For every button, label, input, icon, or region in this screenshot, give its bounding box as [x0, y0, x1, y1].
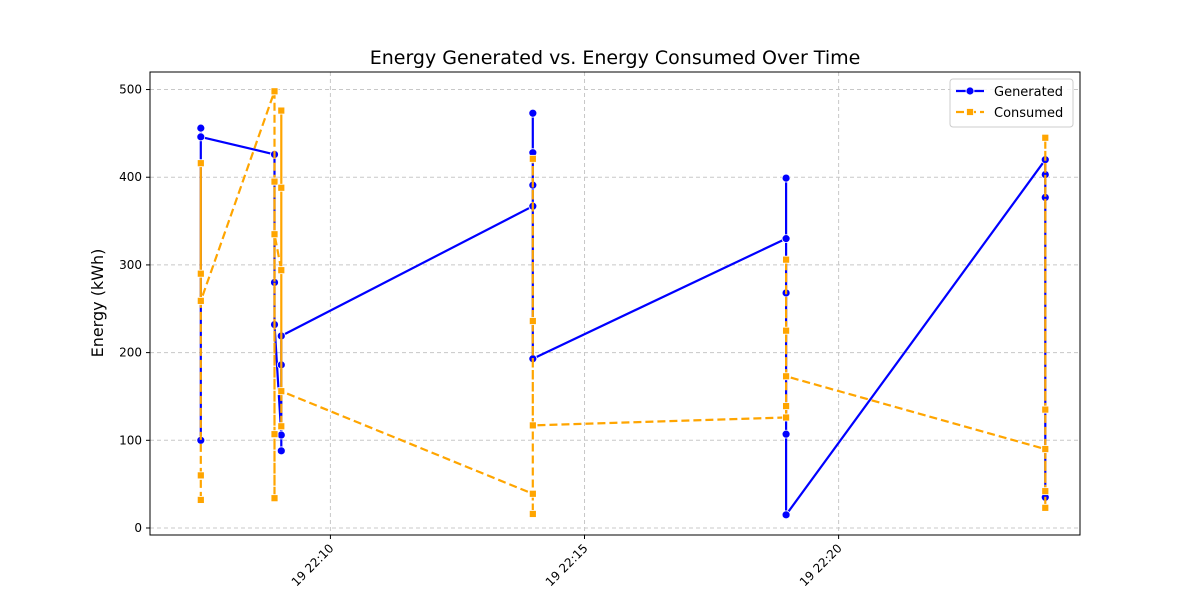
- axes: 0 100 200 300 400 500 19 22:10 19 22:15 19 22:20: [119, 83, 845, 590]
- data-point: [782, 326, 790, 335]
- data-point: [276, 430, 286, 440]
- data-point: [781, 429, 791, 439]
- data-point: [528, 421, 537, 430]
- data-point: [270, 87, 279, 96]
- chart-title: Energy Generated vs. Energy Consumed Ove…: [370, 47, 861, 69]
- series-generated: [196, 108, 1050, 520]
- y-tick-label: 500: [119, 83, 142, 97]
- data-point: [196, 296, 205, 305]
- data-point: [196, 496, 205, 504]
- x-tick-label: 19 22:10: [289, 541, 337, 589]
- data-point: [782, 255, 790, 264]
- data-point: [270, 494, 279, 503]
- data-point: [528, 510, 537, 518]
- y-tick-label: 200: [119, 346, 142, 360]
- legend-item-generated: Generated: [956, 85, 1063, 100]
- legend-label: Generated: [994, 85, 1063, 100]
- data-point: [270, 177, 279, 186]
- legend-marker: [966, 108, 974, 116]
- data-point: [781, 510, 791, 520]
- data-point: [1041, 487, 1050, 496]
- data-point: [782, 413, 790, 422]
- data-point: [196, 471, 205, 480]
- data-point: [196, 132, 206, 142]
- data-point: [528, 317, 537, 325]
- data-point: [1041, 405, 1050, 414]
- plot-frame: [149, 71, 1081, 536]
- series-consumed: [196, 87, 1050, 518]
- y-axis-label: Energy (kWh): [88, 249, 107, 358]
- x-tick-label: 19 22:20: [797, 541, 845, 589]
- data-point: [277, 106, 286, 115]
- data-point: [528, 154, 537, 163]
- series-line: [199, 90, 1047, 516]
- data-point: [277, 422, 286, 431]
- grid: [150, 72, 1080, 535]
- data-point: [782, 402, 790, 410]
- data-point: [782, 372, 790, 381]
- data-point: [276, 446, 286, 456]
- data-point: [528, 108, 538, 118]
- legend-item-consumed: Consumed: [956, 106, 1063, 121]
- y-tick-label: 400: [119, 170, 142, 184]
- legend: Generated Consumed: [949, 78, 1074, 128]
- legend-marker: [965, 86, 975, 96]
- series-line: [199, 112, 1047, 516]
- data-point: [270, 230, 279, 239]
- data-point: [1041, 503, 1050, 512]
- data-point: [270, 430, 279, 439]
- data-point: [781, 173, 791, 183]
- data-point: [277, 387, 286, 396]
- data-point: [196, 269, 205, 278]
- x-tick-label: 19 22:15: [543, 541, 591, 589]
- data-point: [1041, 445, 1050, 453]
- legend-label: Consumed: [994, 106, 1063, 121]
- y-tick-label: 100: [119, 433, 142, 447]
- data-point: [277, 266, 286, 275]
- series-group: [196, 87, 1050, 520]
- y-tick-label: 0: [134, 521, 142, 535]
- data-point: [196, 159, 205, 168]
- data-point: [277, 183, 286, 192]
- y-tick-label: 300: [119, 258, 142, 272]
- data-point: [781, 234, 791, 244]
- data-point: [528, 489, 537, 498]
- data-point: [1041, 133, 1050, 142]
- data-point: [196, 123, 206, 133]
